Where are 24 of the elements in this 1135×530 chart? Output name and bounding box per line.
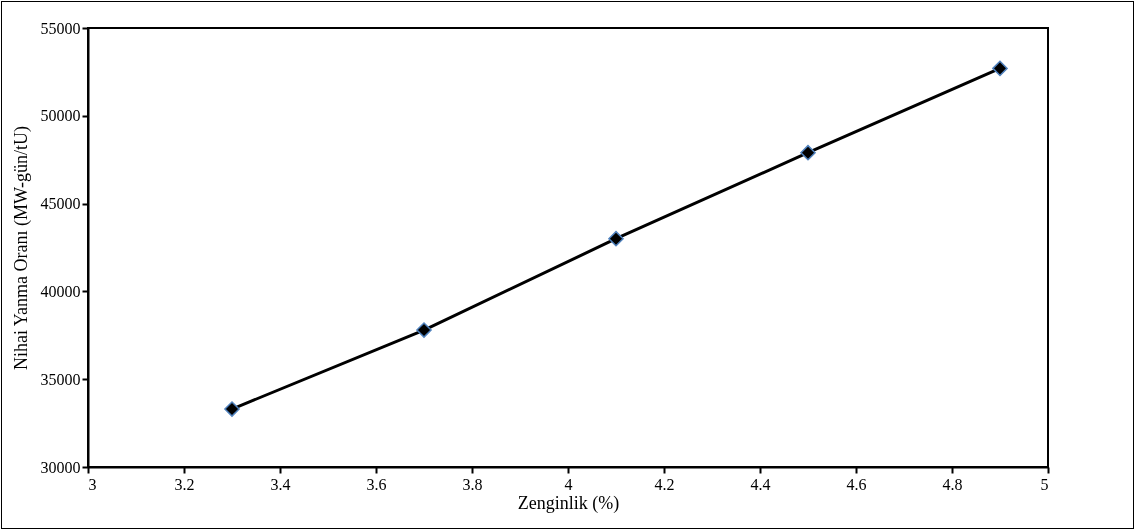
y-tick-label: 30000: [40, 458, 81, 476]
y-tick-label: 40000: [40, 282, 81, 300]
y-tick-label: 50000: [40, 107, 81, 125]
x-tick-label: 4.8: [942, 475, 963, 493]
y-tick-label: 45000: [40, 195, 81, 213]
y-tick-label: 55000: [40, 19, 81, 37]
y-tick-label: 35000: [40, 370, 81, 388]
x-tick-label: 3: [88, 475, 97, 493]
x-tick-label: 4.6: [846, 475, 867, 493]
x-tick-label: 3.4: [270, 475, 291, 493]
x-axis-title: Zenginlik (%): [517, 492, 620, 514]
point: [992, 60, 1008, 77]
point: [224, 401, 240, 417]
y-axis-title: Nihai Yanma Oranı (MW-gün/tU): [10, 126, 32, 370]
point: [608, 230, 624, 247]
x-tick-label: 3.6: [366, 475, 387, 493]
point: [416, 322, 432, 338]
x-tick-label: 4: [564, 475, 573, 493]
point: [800, 144, 816, 161]
x-tick-label: 4.2: [654, 475, 675, 493]
x-tick-label: 3.8: [462, 475, 483, 493]
x-tick-label: 3.2: [174, 475, 195, 493]
x-tick-label: 5: [1040, 475, 1049, 493]
x-tick-label: 4.4: [750, 475, 771, 493]
